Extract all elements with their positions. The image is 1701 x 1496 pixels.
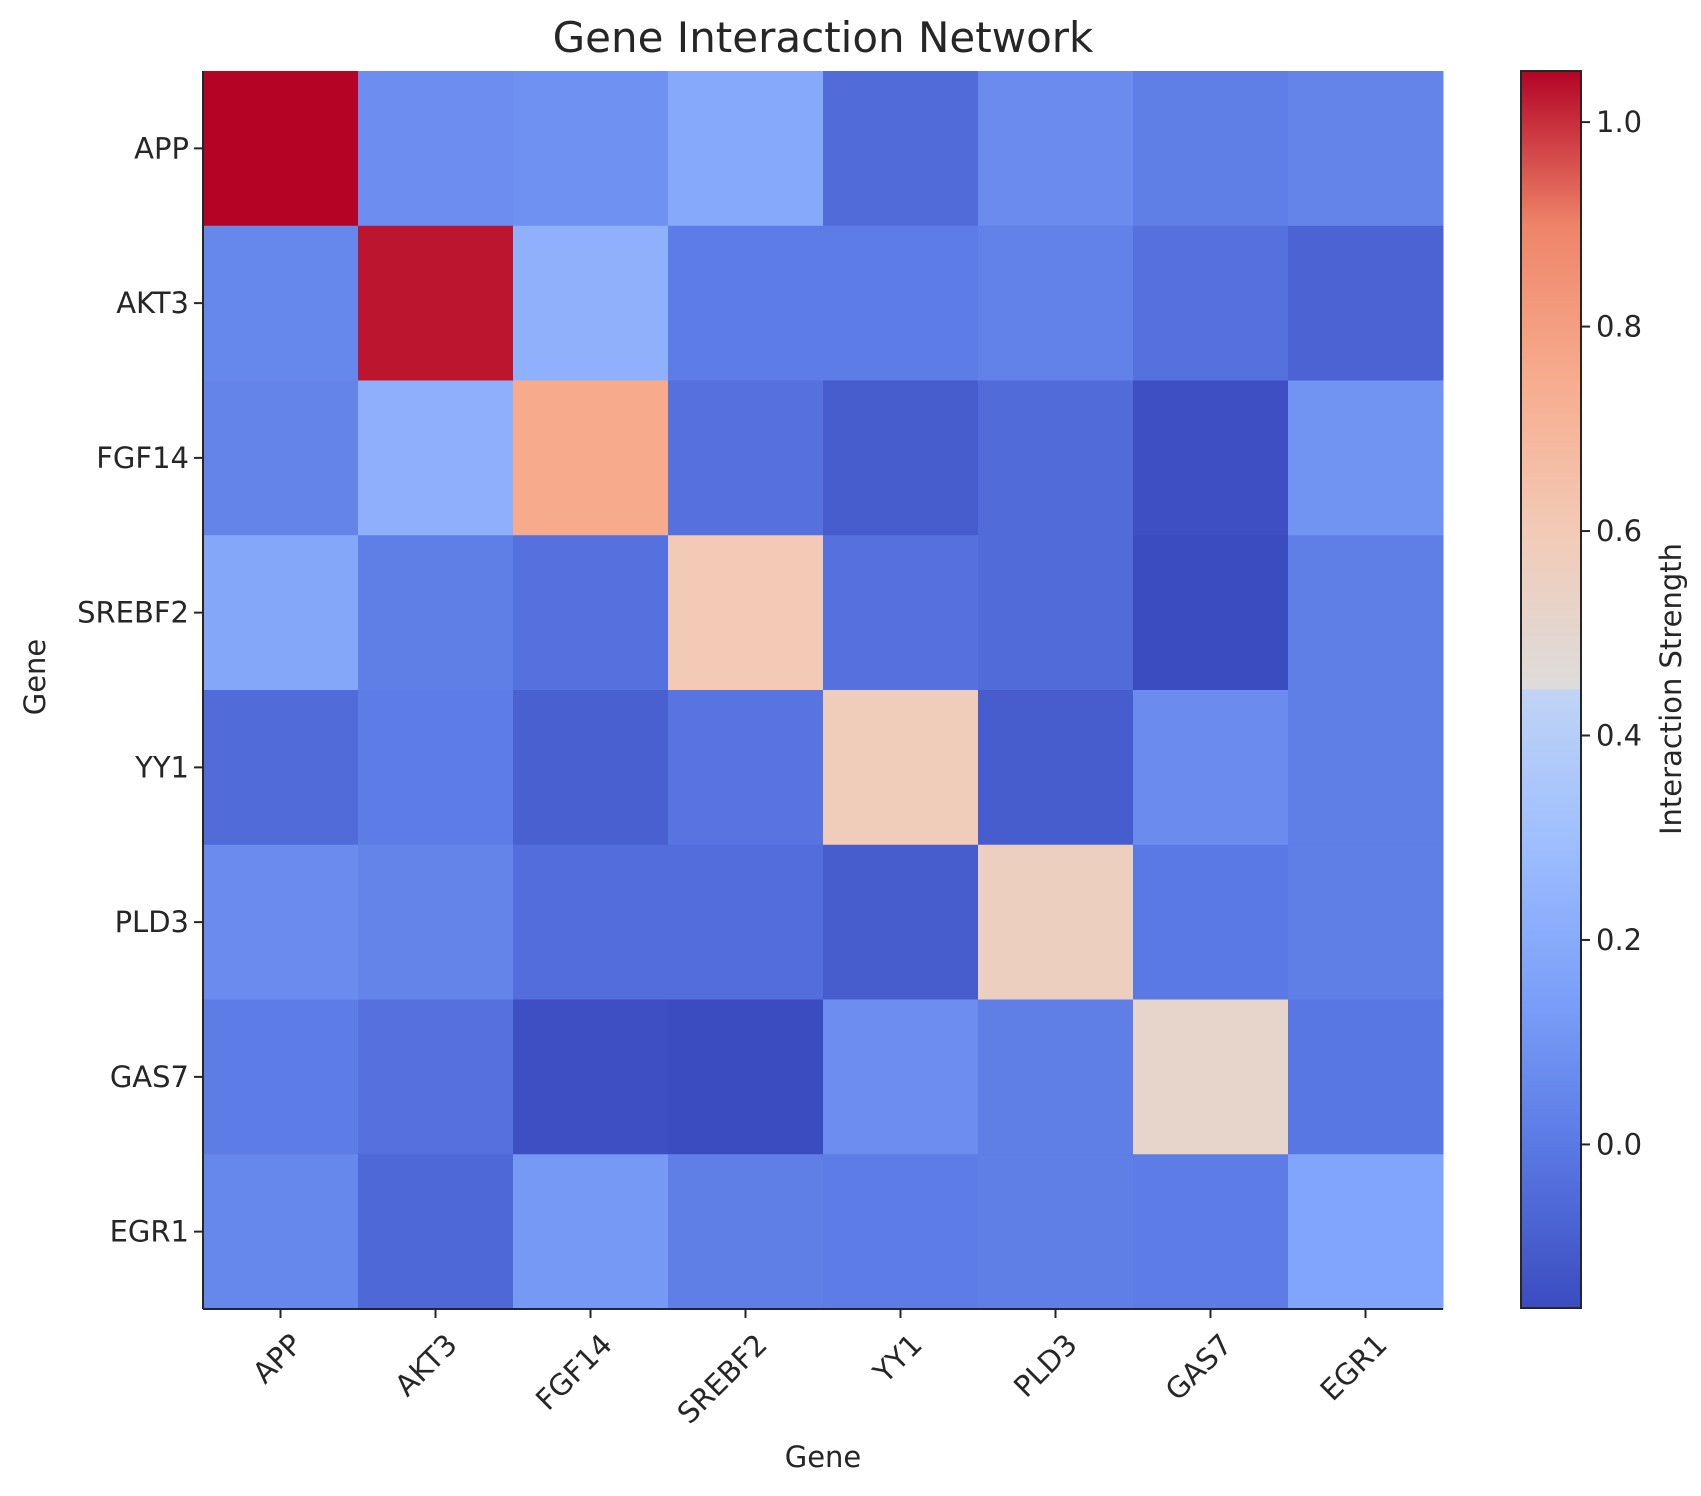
heatmap-cell-fgf14-egr1	[1288, 380, 1444, 536]
heatmap-cells	[203, 71, 1444, 1310]
heatmap-cell-pld3-akt3	[358, 844, 514, 1000]
x-tick-label: SREBF2	[671, 1327, 774, 1430]
colorbar-ticks: 0.0 0.2 0.4 0.6 0.8 1.0	[1581, 105, 1642, 1161]
heatmap-cell-yy1-yy1	[823, 690, 979, 846]
y-tick-label: YY1	[134, 750, 189, 784]
heatmap-cell-app-egr1	[1288, 71, 1444, 227]
y-tick-label: GAS7	[110, 1060, 189, 1094]
colorbar-tick-label: 1.0	[1596, 105, 1642, 139]
heatmap-cell-gas7-egr1	[1288, 999, 1444, 1155]
heatmap-cell-yy1-pld3	[978, 690, 1134, 846]
colorbar: 0.0 0.2 0.4 0.6 0.8 1.0 Interaction Strength	[1520, 70, 1688, 1309]
heatmap-cell-yy1-srebf2	[668, 690, 824, 846]
heatmap-cell-gas7-srebf2	[668, 999, 824, 1155]
heatmap-cell-yy1-app	[203, 690, 359, 846]
heatmap-cell-gas7-akt3	[358, 999, 514, 1155]
heatmap-cell-fgf14-fgf14	[513, 380, 669, 536]
heatmap-cell-akt3-srebf2	[668, 225, 824, 381]
heatmap-cell-srebf2-yy1	[823, 535, 979, 691]
y-tick-label: APP	[134, 131, 189, 165]
heatmap-cell-srebf2-fgf14	[513, 535, 669, 691]
colorbar-tick-label: 0.2	[1596, 923, 1642, 957]
x-tick-label: FGF14	[529, 1327, 619, 1417]
heatmap-cell-pld3-app	[203, 844, 359, 1000]
y-tick-label: EGR1	[110, 1215, 189, 1249]
heatmap-cell-akt3-fgf14	[513, 225, 669, 381]
y-axis-label: Gene	[18, 639, 52, 716]
x-tick-label: YY1	[866, 1327, 929, 1390]
heatmap-cell-pld3-pld3	[978, 844, 1134, 1000]
heatmap-cell-gas7-pld3	[978, 999, 1134, 1155]
heatmap-cell-pld3-gas7	[1133, 844, 1289, 1000]
colorbar-gradient	[1520, 70, 1582, 1309]
heatmap-cell-pld3-egr1	[1288, 844, 1444, 1000]
heatmap-cell-egr1-yy1	[823, 1154, 979, 1310]
heatmap-cell-pld3-yy1	[823, 844, 979, 1000]
heatmap-cell-egr1-app	[203, 1154, 359, 1310]
heatmap-cell-yy1-akt3	[358, 690, 514, 846]
heatmap-cell-akt3-gas7	[1133, 225, 1289, 381]
heatmap-cell-srebf2-akt3	[358, 535, 514, 691]
heatmap-cell-egr1-fgf14	[513, 1154, 669, 1310]
heatmap-cell-app-fgf14	[513, 71, 669, 227]
colorbar-tick-label: 0.4	[1596, 719, 1642, 753]
heatmap-cell-fgf14-pld3	[978, 380, 1134, 536]
heatmap-cell-fgf14-gas7	[1133, 380, 1289, 536]
colorbar-tick-label: 0.0	[1596, 1127, 1642, 1161]
heatmap-cell-gas7-yy1	[823, 999, 979, 1155]
heatmap-cell-gas7-app	[203, 999, 359, 1155]
heatmap-cell-srebf2-egr1	[1288, 535, 1444, 691]
heatmap-cell-app-akt3	[358, 71, 514, 227]
heatmap-cell-fgf14-akt3	[358, 380, 514, 536]
heatmap-cell-srebf2-gas7	[1133, 535, 1289, 691]
x-axis-label: Gene	[785, 1440, 862, 1474]
heatmap-cell-akt3-pld3	[978, 225, 1134, 381]
heatmap-cell-app-pld3	[978, 71, 1134, 227]
heatmap-cell-gas7-fgf14	[513, 999, 669, 1155]
colorbar-tick-label: 0.8	[1596, 310, 1642, 344]
heatmap-cell-fgf14-srebf2	[668, 380, 824, 536]
heatmap-cell-akt3-yy1	[823, 225, 979, 381]
x-tick-label: EGR1	[1314, 1327, 1394, 1407]
heatmap-cell-fgf14-app	[203, 380, 359, 536]
heatmap-cell-srebf2-pld3	[978, 535, 1134, 691]
colorbar-label: Interaction Strength	[1654, 543, 1688, 835]
y-tick-label: AKT3	[116, 286, 189, 320]
heatmap-cell-yy1-gas7	[1133, 690, 1289, 846]
heatmap-cell-srebf2-app	[203, 535, 359, 691]
heatmap-cell-egr1-akt3	[358, 1154, 514, 1310]
heatmap-cell-egr1-gas7	[1133, 1154, 1289, 1310]
heatmap-cell-app-app	[203, 71, 359, 227]
x-tick-label: AKT3	[388, 1327, 464, 1403]
heatmap-cell-app-srebf2	[668, 71, 824, 227]
heatmap-cell-egr1-srebf2	[668, 1154, 824, 1310]
heatmap-cell-yy1-egr1	[1288, 690, 1444, 846]
heatmap-cell-pld3-srebf2	[668, 844, 824, 1000]
y-tick-label: SREBF2	[77, 596, 189, 630]
y-tick-label: PLD3	[115, 905, 189, 939]
heatmap-cell-akt3-akt3	[358, 225, 514, 381]
colorbar-tick-label: 0.6	[1596, 514, 1642, 548]
x-tick-label: GAS7	[1159, 1327, 1239, 1407]
heatmap-cell-egr1-pld3	[978, 1154, 1134, 1310]
x-tick-label: APP	[246, 1327, 309, 1390]
heatmap-cell-akt3-egr1	[1288, 225, 1444, 381]
heatmap-cell-yy1-fgf14	[513, 690, 669, 846]
heatmap-cell-app-yy1	[823, 71, 979, 227]
x-tick-label: PLD3	[1007, 1327, 1084, 1404]
heatmap-cell-egr1-egr1	[1288, 1154, 1444, 1310]
heatmap-cell-akt3-app	[203, 225, 359, 381]
heatmap-cell-app-gas7	[1133, 71, 1289, 227]
chart-title: Gene Interaction Network	[553, 13, 1094, 62]
heatmap-cell-fgf14-yy1	[823, 380, 979, 536]
heatmap-cell-srebf2-srebf2	[668, 535, 824, 691]
heatmap-cell-gas7-gas7	[1133, 999, 1289, 1155]
y-tick-label: FGF14	[96, 441, 189, 475]
heatmap-cell-pld3-fgf14	[513, 844, 669, 1000]
